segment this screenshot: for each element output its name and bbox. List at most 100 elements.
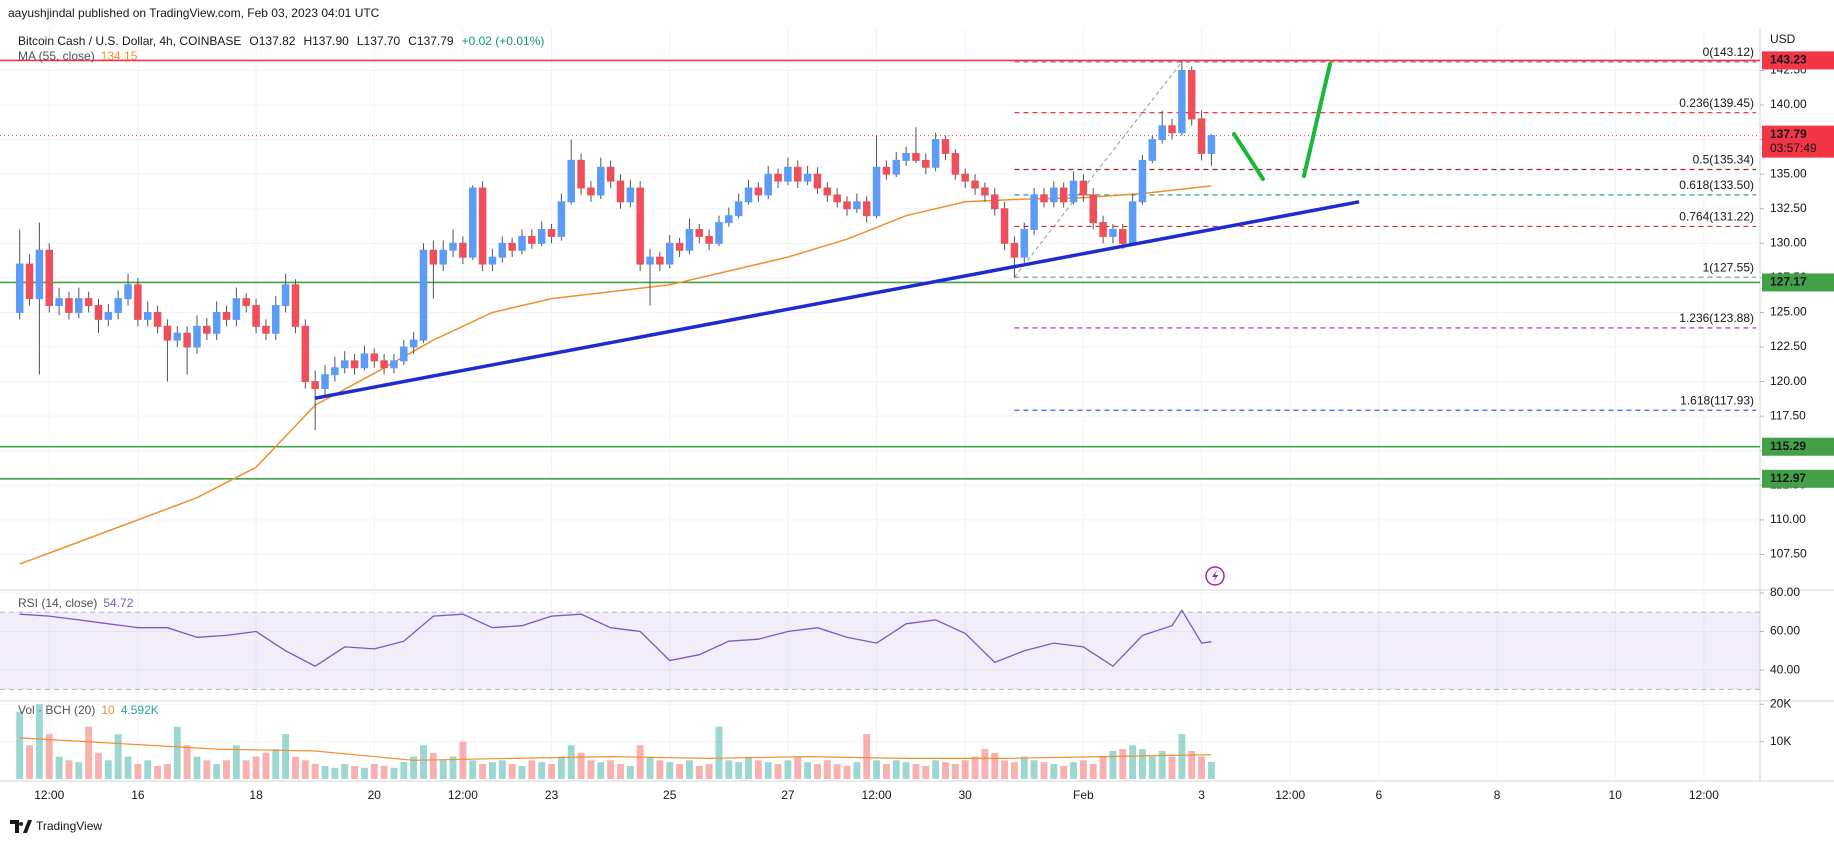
volume-bar xyxy=(124,756,132,779)
candle-body xyxy=(912,152,920,161)
quote-item: H137.90 xyxy=(303,34,349,48)
volume-bar xyxy=(252,756,260,779)
volume-bar xyxy=(577,752,585,779)
volume-bar xyxy=(1207,761,1215,779)
candle-body xyxy=(15,263,24,313)
ma-line xyxy=(19,185,1212,565)
volume-bar xyxy=(1050,764,1058,779)
y-tick-label: 40.00 xyxy=(1770,662,1800,676)
y-tick-label: 135.00 xyxy=(1770,166,1807,180)
candle-body xyxy=(803,173,812,182)
candle-body xyxy=(862,201,871,217)
volume-ma-line xyxy=(19,737,1212,761)
currency-label: USD xyxy=(1770,32,1796,46)
candle-body xyxy=(1020,228,1029,258)
volume-bar xyxy=(774,764,782,779)
alert-circle xyxy=(1205,566,1225,586)
ma-legend: MA (55, close) 134.15 xyxy=(18,49,138,63)
volume-bar xyxy=(695,765,703,779)
volume-bar xyxy=(459,741,467,779)
candle-body xyxy=(616,180,625,203)
volume-bar xyxy=(95,752,102,779)
candle-body xyxy=(75,298,83,313)
volume-legend: Vol · BCH (20) 10 4.592K xyxy=(18,703,159,717)
volume-bar xyxy=(439,760,447,779)
candle-body xyxy=(567,159,575,203)
candle-body xyxy=(715,222,723,244)
candle-body xyxy=(498,242,507,258)
volume-bar xyxy=(882,764,890,779)
volume-bar xyxy=(351,765,359,779)
candle-body xyxy=(784,166,792,182)
volume-name: Vol · BCH (20) xyxy=(18,703,95,717)
level-badge xyxy=(1762,469,1834,488)
candle-body xyxy=(35,249,44,300)
volume-bar xyxy=(223,760,230,779)
candle-body xyxy=(518,235,526,251)
volume-bar xyxy=(991,752,999,779)
x-tick-label: 20 xyxy=(368,788,382,802)
rsi-name: RSI (14, close) xyxy=(18,596,97,610)
rsi-band xyxy=(0,612,1760,690)
volume-bar xyxy=(360,767,368,779)
volume-bar xyxy=(548,764,555,779)
candle-body xyxy=(212,311,221,334)
volume-bar xyxy=(341,764,349,779)
y-tick-label: 132.50 xyxy=(1770,201,1807,215)
volume-bar xyxy=(784,760,792,779)
level-badge xyxy=(1762,273,1834,292)
y-tick-label: 107.50 xyxy=(1770,547,1807,561)
volume-bar xyxy=(863,734,871,779)
candle-body xyxy=(291,284,300,327)
alert-icon[interactable] xyxy=(1205,566,1225,586)
volume-bar xyxy=(735,762,743,779)
volume-bar xyxy=(1060,765,1068,779)
candle-body xyxy=(1119,228,1127,244)
last-price-badge xyxy=(1762,125,1834,158)
candle-body xyxy=(1197,118,1206,154)
quote-item: O137.82 xyxy=(249,34,295,48)
candle-body xyxy=(153,311,162,327)
candle-body xyxy=(813,173,822,189)
candle-body xyxy=(734,201,743,217)
candle-body xyxy=(390,360,398,369)
level-badge-label: 115.29 xyxy=(1770,439,1806,453)
candle-body xyxy=(400,346,408,362)
candle-body xyxy=(370,353,379,362)
volume-bar xyxy=(1188,750,1196,779)
volume-bar xyxy=(45,734,53,779)
candle-body xyxy=(232,298,241,320)
volume-bar xyxy=(1129,745,1137,779)
candle-body xyxy=(902,152,910,161)
candle-body xyxy=(419,249,428,341)
volume-bar xyxy=(301,760,309,779)
volume-bar xyxy=(873,760,880,779)
volume-bar xyxy=(154,765,162,779)
quote-item: L137.70 xyxy=(357,34,401,48)
y-tick-label: 110.00 xyxy=(1770,512,1806,526)
volume-bar xyxy=(429,752,437,779)
volume-bar xyxy=(951,764,959,779)
level-badge-label: 112.97 xyxy=(1770,471,1806,485)
candle-body xyxy=(84,298,93,307)
volume-bar xyxy=(163,764,171,779)
volume-bar xyxy=(1020,756,1028,779)
candle-body xyxy=(587,187,595,196)
candle-body xyxy=(1040,194,1048,203)
candle-body xyxy=(990,194,999,210)
candle-body xyxy=(55,298,63,307)
candle-body xyxy=(1059,187,1068,203)
volume-bar xyxy=(1178,734,1186,779)
volume-bar xyxy=(843,765,851,779)
candle-body xyxy=(104,311,113,320)
last-price-label: 137.79 xyxy=(1770,127,1807,141)
candle-body xyxy=(203,325,211,334)
y-tick-label: 120.00 xyxy=(1770,374,1807,388)
candle-body xyxy=(606,166,615,182)
candle-body xyxy=(1089,194,1097,224)
volume-bar xyxy=(607,760,615,779)
volume-bar xyxy=(922,765,930,779)
volume-bar xyxy=(380,765,388,779)
symbol-legend: Bitcoin Cash / U.S. Dollar, 4h, COINBASE… xyxy=(18,34,544,48)
